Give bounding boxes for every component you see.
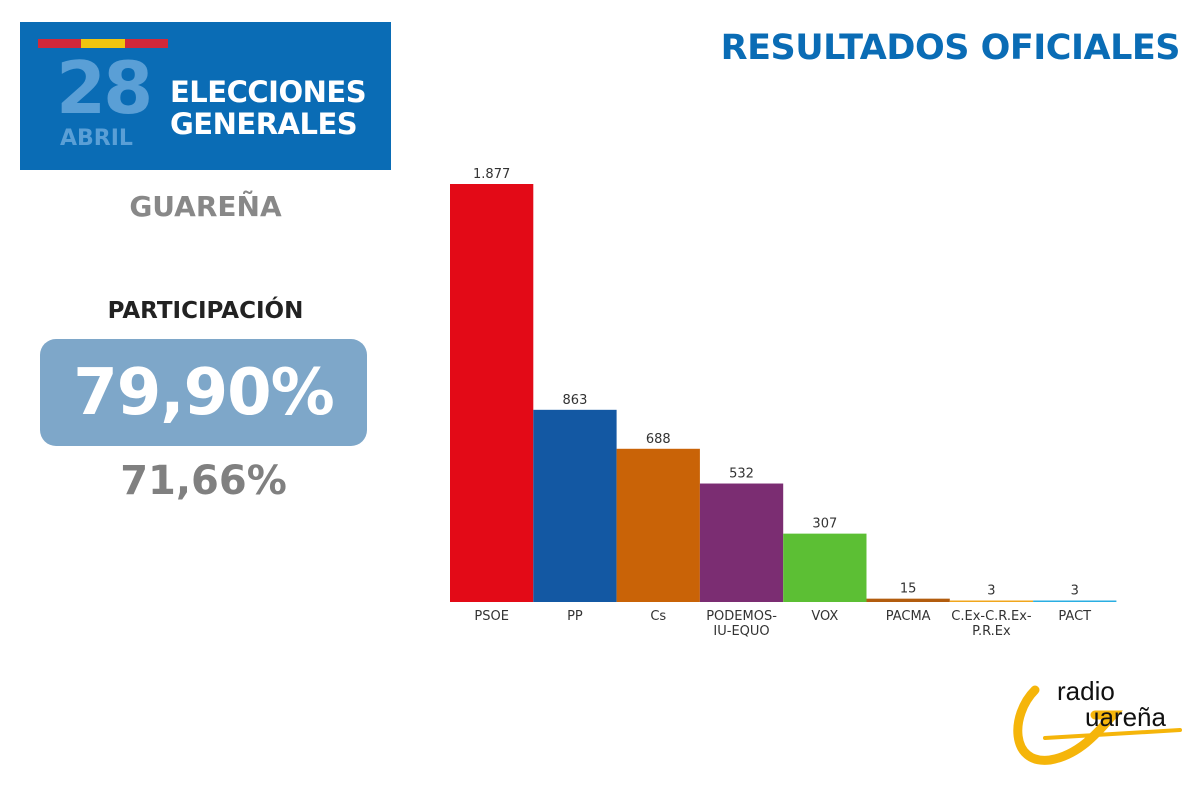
previous-participation: 71,66%	[120, 458, 287, 504]
bar-4	[783, 533, 867, 602]
category-label-7: PACT	[1058, 609, 1091, 624]
spain-flag-stripe	[38, 39, 168, 48]
bar-1	[533, 409, 617, 602]
value-label-7: 3	[1071, 584, 1079, 599]
value-label-0: 1.877	[473, 167, 510, 182]
logo-swoosh	[1013, 685, 1123, 765]
category-label-2: Cs	[650, 609, 666, 624]
bar-2	[616, 448, 700, 602]
municipality-name: GUAREÑA	[129, 190, 282, 223]
election-title: ELECCIONES GENERALES	[170, 75, 367, 141]
flag-stripe-red-left	[38, 39, 81, 48]
bar-5	[866, 598, 950, 602]
participation-label: PARTICIPACIÓN	[107, 298, 304, 324]
value-label-3: 532	[729, 467, 754, 482]
bar-0	[450, 184, 534, 602]
value-label-4: 307	[812, 517, 837, 532]
flag-stripe-red-right	[125, 39, 168, 48]
election-badge: 28 ABRIL ELECCIONES GENERALES	[20, 22, 391, 170]
logo-underline	[1043, 728, 1182, 740]
category-label-3: PODEMOS-IU-EQUO	[706, 609, 777, 639]
bar-3	[699, 483, 784, 602]
category-label-4: VOX	[811, 609, 838, 624]
category-label-6: C.Ex-C.R.Ex-P.R.Ex	[951, 609, 1032, 639]
election-day: 28	[56, 46, 153, 130]
participation-value: 79,90%	[73, 356, 335, 430]
logo-text-radio: radio	[1057, 676, 1115, 706]
bar-7	[1033, 600, 1117, 602]
value-label-2: 688	[646, 432, 671, 447]
bar-6	[949, 600, 1034, 602]
results-bar-chart: 1.877 PSOE 863 PP 688 Cs 532 PODEMOS-IU-EQUO 307…	[450, 167, 1117, 639]
value-label-5: 15	[900, 582, 917, 597]
logo-text-guarena: uareña	[1085, 702, 1166, 732]
category-label-1: PP	[567, 609, 583, 624]
flag-stripe-yellow	[81, 39, 125, 48]
value-label-1: 863	[563, 393, 588, 408]
category-label-5: PACMA	[886, 609, 931, 624]
radio-guarena-logo: radio uareña	[1013, 676, 1182, 765]
category-label-0: PSOE	[474, 609, 509, 624]
results-title: RESULTADOS OFICIALES	[720, 28, 1181, 68]
value-label-6: 3	[987, 584, 995, 599]
participation-box: 79,90%	[40, 339, 367, 446]
election-month: ABRIL	[60, 126, 133, 151]
